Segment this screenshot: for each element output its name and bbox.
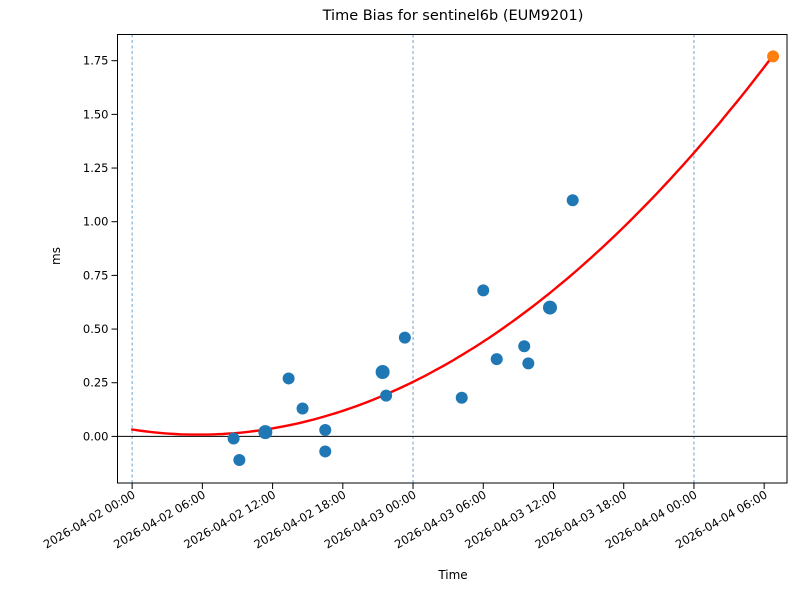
y-tick-label: 1.50 [83, 107, 109, 121]
data-point [566, 194, 579, 207]
y-tick-label: 1.00 [83, 215, 109, 229]
y-tick-label: 0.50 [83, 322, 109, 336]
x-axis-label: Time [438, 568, 468, 582]
y-tick-label: 1.75 [83, 54, 109, 68]
data-point [319, 423, 332, 436]
data-point [490, 353, 503, 366]
data-point [380, 389, 393, 402]
fit-curve [130, 54, 775, 436]
data-point [522, 357, 535, 370]
y-tick-label: 0.00 [83, 429, 109, 443]
y-tick-label: 1.25 [83, 161, 109, 175]
data-point [398, 331, 411, 344]
data-point [455, 391, 468, 404]
data-point [542, 300, 557, 315]
data-point [518, 340, 531, 353]
data-point [477, 284, 490, 297]
data-point [375, 365, 390, 380]
data-point [233, 454, 246, 467]
data-point [296, 402, 309, 415]
data-point [319, 445, 332, 458]
y-tick-label: 0.25 [83, 376, 109, 390]
chart-title: Time Bias for sentinel6b (EUM9201) [322, 8, 584, 24]
data-point [282, 372, 295, 385]
data-point [258, 425, 273, 440]
y-tick-label: 0.75 [83, 268, 109, 282]
data-point [227, 432, 240, 445]
plot-border [117, 34, 788, 484]
prediction-point [767, 50, 780, 63]
